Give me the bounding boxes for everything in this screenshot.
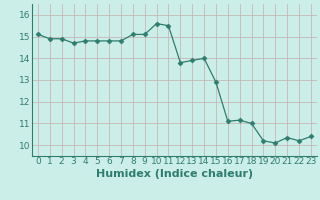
X-axis label: Humidex (Indice chaleur): Humidex (Indice chaleur) [96,169,253,179]
